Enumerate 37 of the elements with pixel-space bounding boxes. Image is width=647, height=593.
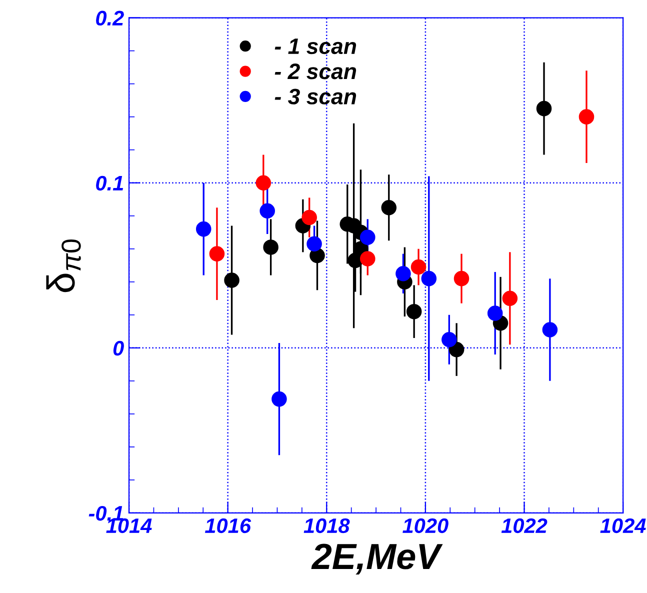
point xyxy=(487,306,503,321)
point xyxy=(256,175,272,190)
x-axis-title: 2E,MeV xyxy=(311,544,443,575)
point xyxy=(396,266,411,282)
point xyxy=(306,236,322,252)
legend-label: - 3 scan xyxy=(274,88,356,104)
point xyxy=(224,272,240,288)
x-tick-label: 1018 xyxy=(304,518,350,534)
point xyxy=(448,342,464,358)
point xyxy=(406,304,422,320)
x-tick-label: 1020 xyxy=(402,518,448,534)
point xyxy=(260,203,275,219)
point xyxy=(360,251,376,266)
point xyxy=(410,259,426,275)
y-tick-label: 0.1 xyxy=(96,176,124,191)
y-tick-label: 0.2 xyxy=(96,10,124,26)
point xyxy=(536,100,552,116)
point xyxy=(442,332,457,348)
legend-label: - 1 scan xyxy=(274,38,356,54)
legend-label: - 2 scan xyxy=(274,64,356,80)
point xyxy=(502,290,518,306)
x-tick-label: 1024 xyxy=(600,518,646,534)
point xyxy=(263,240,278,255)
point xyxy=(302,210,317,226)
point xyxy=(360,230,376,245)
y-axis-title: δ$_{π0}$ xyxy=(46,239,81,292)
point xyxy=(209,246,225,262)
point xyxy=(381,200,397,216)
point xyxy=(421,270,437,286)
point xyxy=(542,322,558,338)
y-tick-label: 0 xyxy=(113,340,124,356)
point xyxy=(272,391,287,407)
x-tick-label: 1016 xyxy=(204,518,252,534)
x-tick-label: 1022 xyxy=(501,518,548,534)
point xyxy=(454,270,470,286)
point xyxy=(196,221,212,237)
point xyxy=(578,109,594,124)
